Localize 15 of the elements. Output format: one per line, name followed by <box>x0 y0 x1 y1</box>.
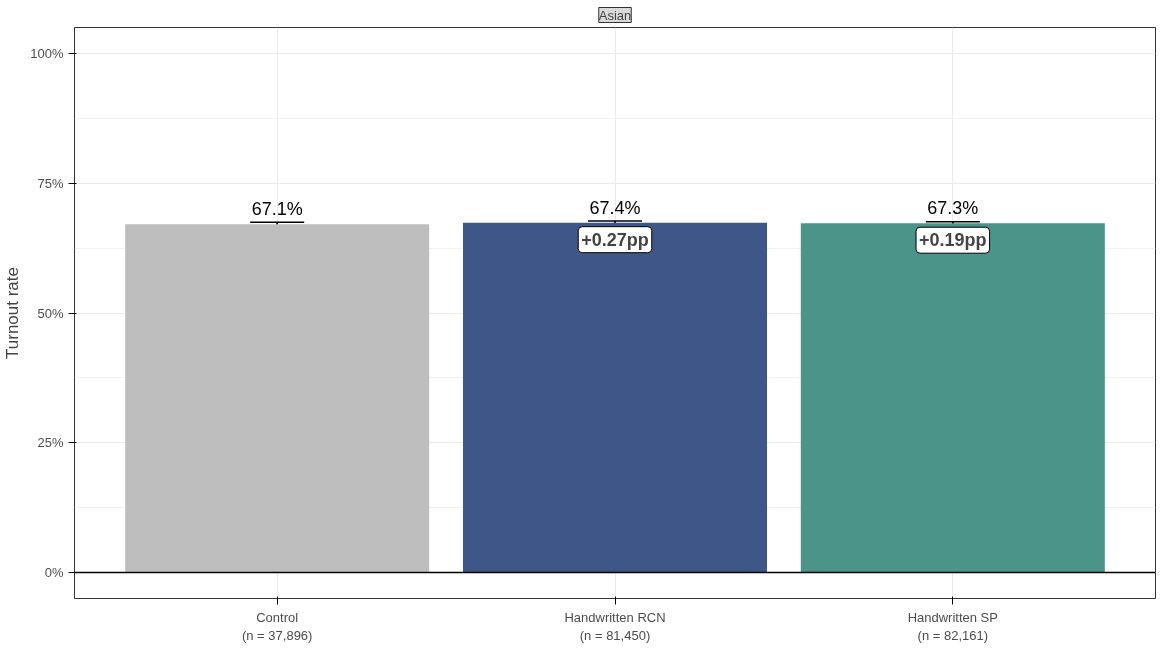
annotation: +0.27pp <box>581 229 649 250</box>
y-tick-label: 100% <box>30 45 64 61</box>
y-tick-label: 75% <box>37 175 64 191</box>
x-tick-label: Control (n = 37,896) <box>241 609 313 643</box>
chart-title: Asian <box>598 7 632 23</box>
x-tick-label: Handwritten RCN (n = 81,450) <box>564 609 666 643</box>
annotation: +0.19pp <box>919 230 987 251</box>
y-axis-title: Turnout rate <box>3 267 23 359</box>
y-tick-label: 50% <box>37 305 64 321</box>
data-label: 67.4% <box>589 197 641 218</box>
data-label: 67.1% <box>251 199 303 220</box>
y-tick-label: 25% <box>37 435 64 451</box>
y-tick-label: 0% <box>44 565 64 581</box>
data-label: 67.3% <box>927 198 979 219</box>
x-tick-label: Handwritten SP (n = 82,161) <box>907 609 998 643</box>
